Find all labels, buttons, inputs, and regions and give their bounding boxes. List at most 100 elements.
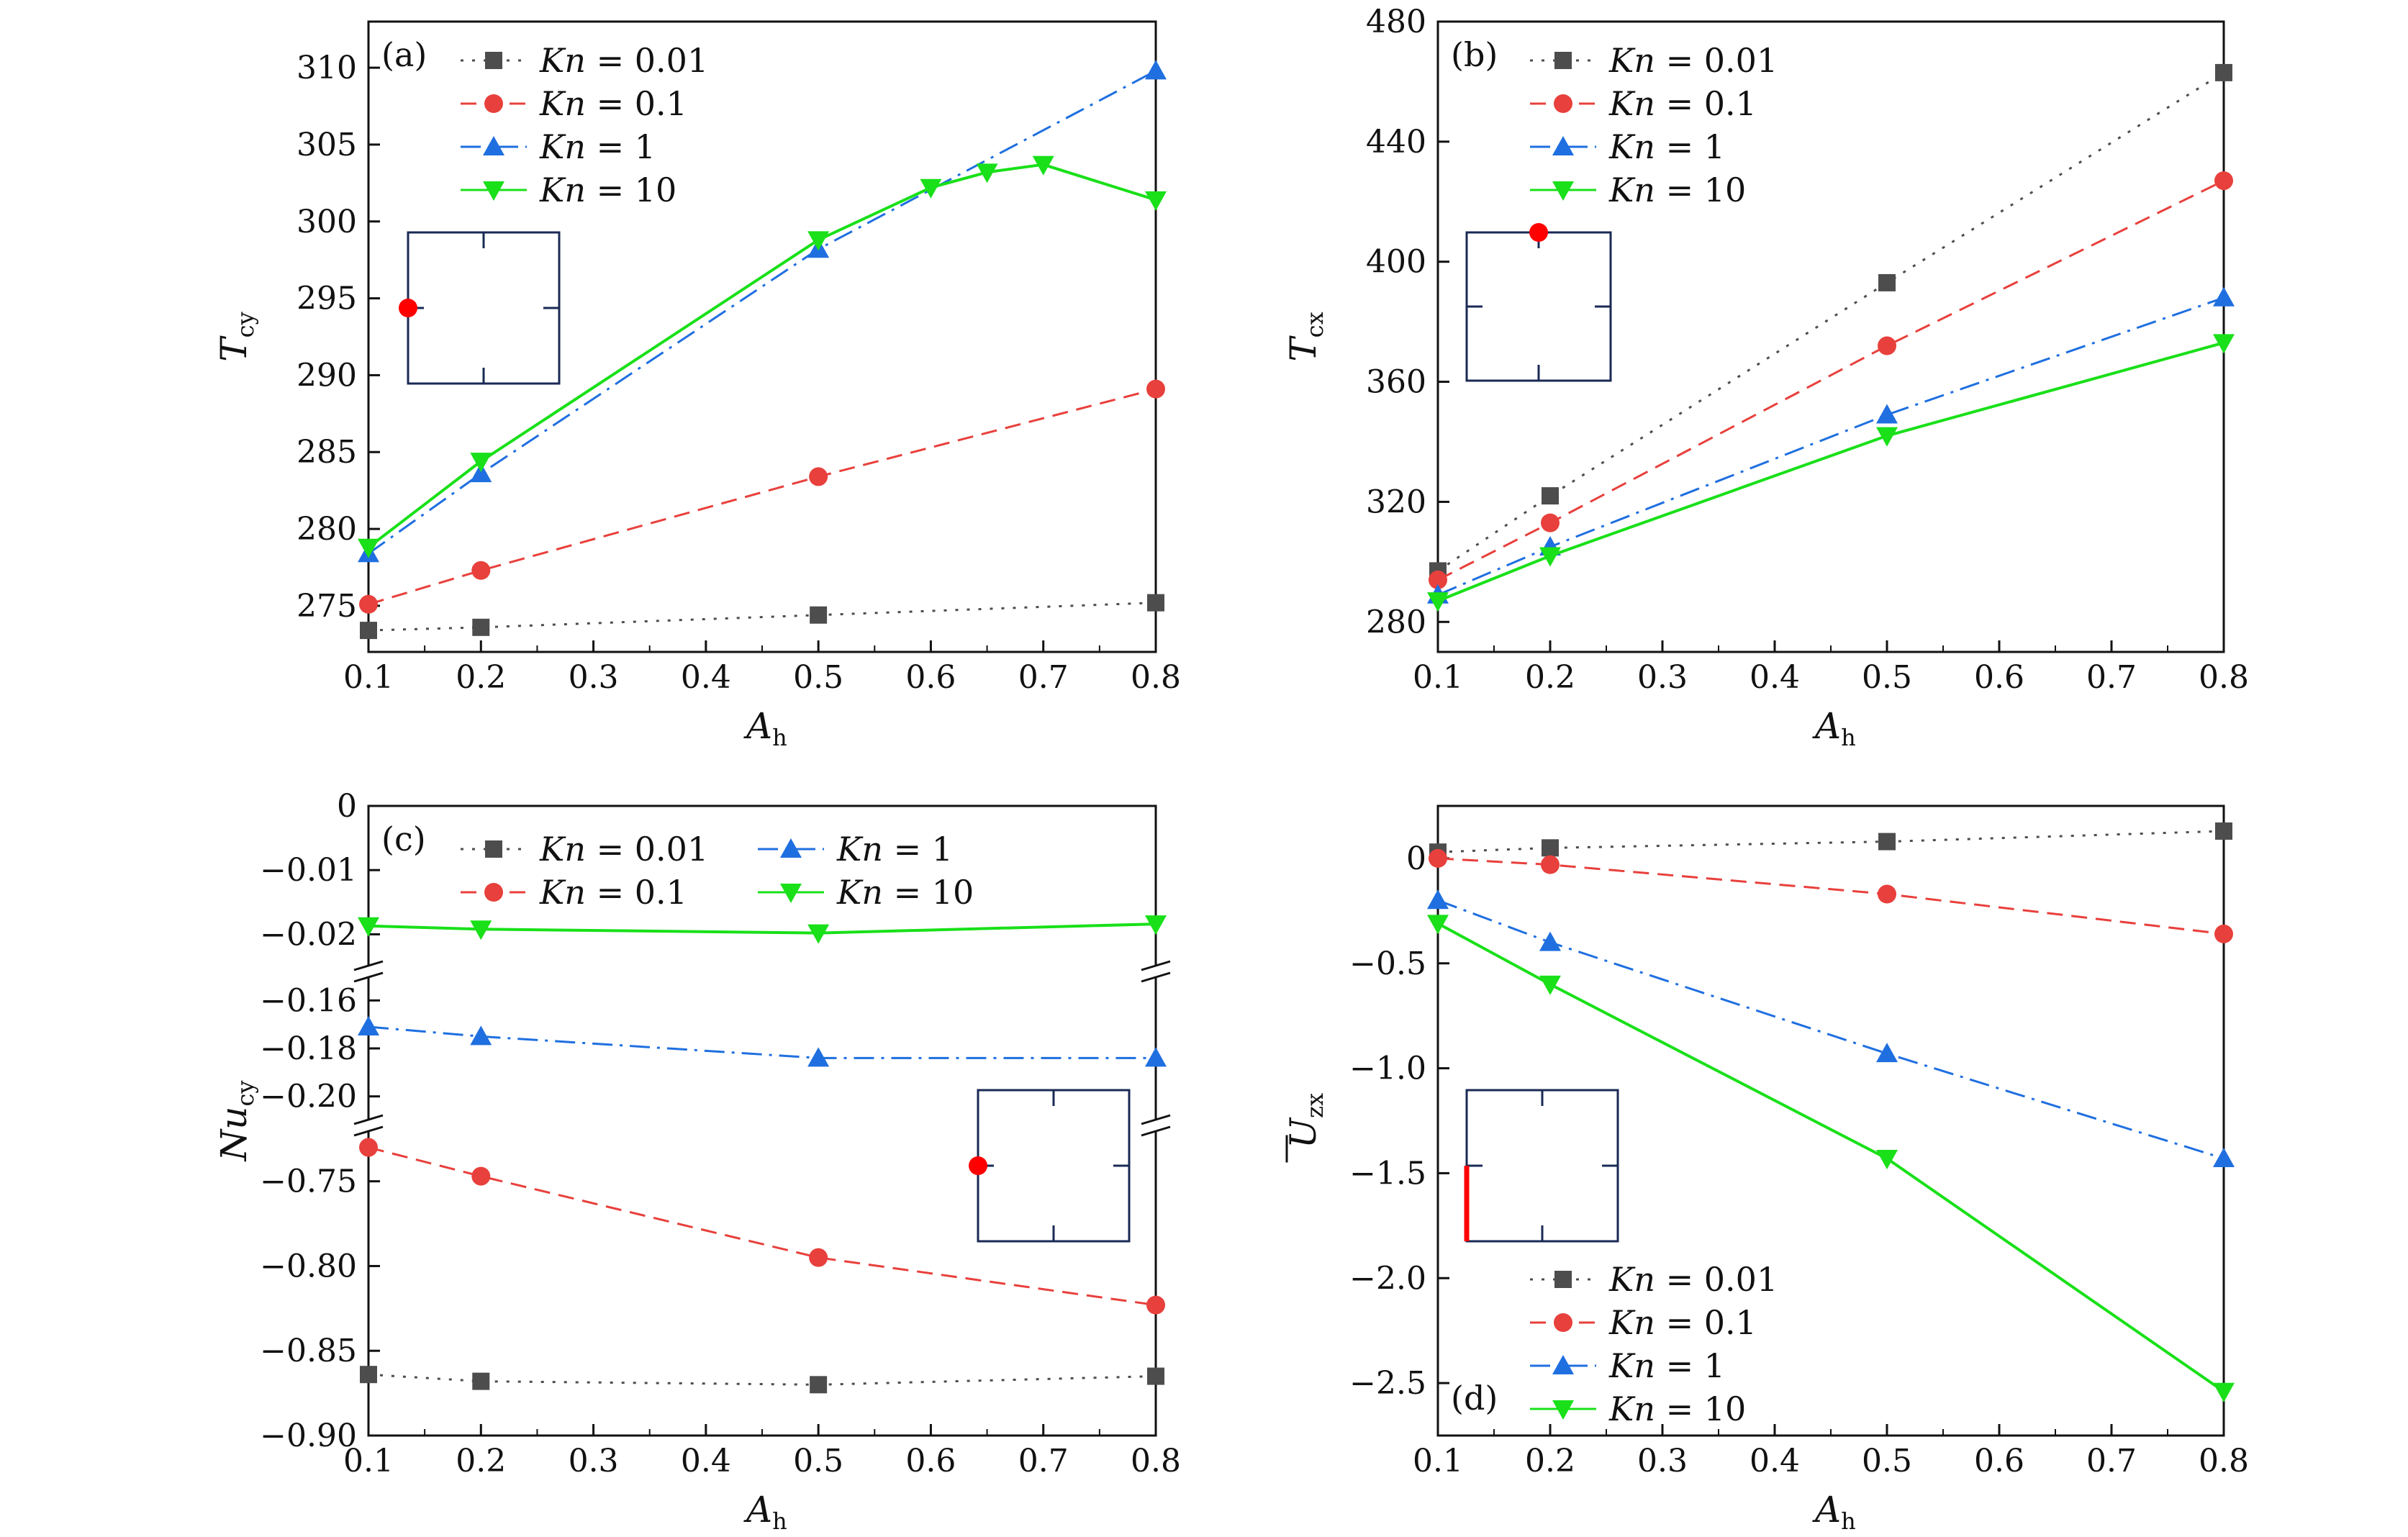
x-tick-label: 0.6 [905,1443,956,1479]
data-point [920,178,942,199]
y-tick-label: −2.0 [1349,1260,1426,1297]
data-point [976,163,998,183]
series-line [368,922,1157,935]
legend: Kn = 0.01 Kn = 0.1 Kn = 1 Kn = 10 [461,41,708,209]
axis-break-gap [353,1120,384,1131]
data-point [807,1047,830,1067]
data-point [1427,889,1449,910]
plot-frame [367,20,1157,653]
series-line [368,388,1157,606]
inset-probe-point [399,299,417,317]
series-kn-10 [358,155,1167,558]
panel-d: 0.1 0.2 0.3 0.4 0.5 0.6 0.7 0.8 0 −0.5 −1.0 −1.5 −2.… [1282,804,2249,1535]
y-tick-label: 285 [297,434,357,471]
data-point [1539,931,1561,951]
data-point [2213,1148,2235,1167]
x-tick-label: 0.8 [2199,1443,2249,1479]
y-axis-label: Tcx [1282,312,1329,361]
series-kn-1 [1427,889,2235,1167]
data-point [1878,833,1896,851]
legend-label: Kn = 1 [836,830,953,869]
x-tick-label: 0.7 [1018,1443,1069,1479]
data-point [1147,1367,1164,1385]
legend-entry: Kn = 0.1 [461,84,687,123]
legend-marker [1554,1313,1572,1332]
series-line [367,163,1157,549]
inset-frame [977,1089,1131,1243]
legend-label: Kn = 0.01 [539,41,708,80]
x-tick-label: 0.5 [1862,659,1912,696]
data-point [2214,924,2233,943]
data-point [470,920,492,940]
inset-frame [407,231,561,385]
series-kn-01 [359,1138,1165,1315]
panel-label: (c) [381,820,426,858]
data-point [1876,404,1898,424]
legend-marker [1554,94,1572,113]
data-point [810,606,828,624]
panel-a: 0.1 0.2 0.3 0.4 0.5 0.6 0.7 0.8 275 280 285 290 295 3… [213,20,1181,751]
legend: Kn = 0.01 Kn = 0.1 Kn = 1 Kn = 10 [461,830,974,912]
series-kn-01 [1429,171,2233,589]
legend-entry: Kn = 0.1 [461,873,687,912]
plot-frame [367,804,1157,1437]
legend-marker [483,136,504,155]
series-line [1437,857,2224,935]
x-tick-label: 0.1 [1413,659,1463,696]
series-kn-10 [1427,334,2235,612]
legend-marker [484,94,503,113]
data-point [1147,594,1164,612]
x-tick-label: 0.3 [1637,659,1688,696]
data-point [358,538,379,558]
series-kn-001 [360,594,1164,640]
y-tick-label: −0.80 [260,1248,357,1284]
x-tick-label: 0.4 [681,659,731,696]
x-tick-label: 0.4 [1750,1443,1800,1479]
y-tick-label: 360 [1366,364,1426,401]
y-tick-label: 295 [297,281,357,317]
y-tick-label: 305 [297,127,357,163]
legend-marker [1554,1271,1572,1288]
x-tick-label: 0.2 [1525,659,1575,696]
x-tick-label: 0.2 [1525,1443,1575,1479]
legend-entry: Kn = 0.1 [1530,84,1757,123]
x-tick-label: 0.6 [1974,659,2024,696]
data-point [1145,191,1167,211]
x-tick-label: 0.8 [2199,659,2249,696]
inset-probe-point [969,1156,987,1175]
y-tick-label: −0.16 [260,982,357,1019]
legend-marker [1552,1400,1574,1420]
data-point [1541,855,1560,874]
series-line [1437,341,2224,602]
y-tick-label: −0.02 [260,916,357,953]
legend-entry: Kn = 1 [1530,127,1725,166]
panel-b: 0.1 0.2 0.3 0.4 0.5 0.6 0.7 0.8 280 320 360 400 440 4… [1282,4,2249,751]
series-kn-01 [1429,848,2233,943]
x-tick-label: 0.8 [1131,1443,1181,1479]
data-point [1541,513,1560,532]
legend-label: Kn = 0.1 [539,84,687,123]
legend-label: Kn = 10 [539,171,676,209]
data-point [2213,286,2235,307]
legend-entry: Kn = 10 [758,873,974,912]
y-tick-label: 290 [297,357,357,394]
y-axis-label: Tcy [213,312,259,361]
inset-domain-sketch [969,1089,1131,1243]
y-tick-label: 280 [1366,604,1426,640]
y-tick-label: 440 [1366,124,1426,160]
y-tick-label: −1.0 [1349,1051,1426,1087]
data-point [2215,822,2232,840]
legend-marker [485,840,502,858]
panel-label: (d) [1451,1379,1498,1418]
legend-label: Kn = 0.01 [539,830,708,869]
data-point [1146,379,1165,399]
x-tick-label: 0.1 [1413,1443,1463,1479]
x-tick-label: 0.2 [456,659,506,696]
x-tick-label: 0.8 [1131,659,1181,696]
x-tick-label: 0.3 [569,1443,619,1479]
y-tick-label: −0.85 [260,1333,357,1369]
legend-label: Kn = 1 [539,127,656,166]
inset-frame [1465,231,1612,382]
x-tick-label: 0.5 [793,1443,843,1479]
